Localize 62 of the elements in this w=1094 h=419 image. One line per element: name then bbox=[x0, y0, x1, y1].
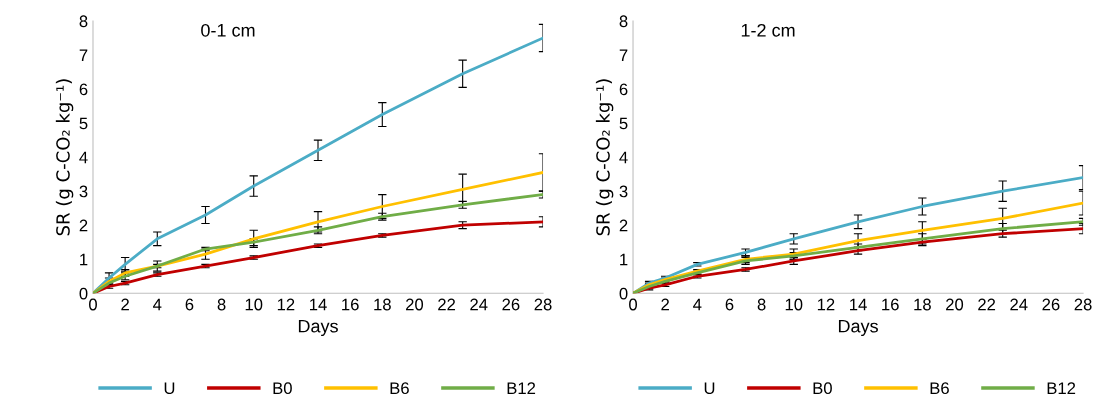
x-tick-label: 0 bbox=[629, 298, 638, 311]
legend-label: B12 bbox=[1047, 382, 1076, 394]
y-axis-title: SR (g C-CO₂ kg⁻¹) bbox=[55, 79, 74, 236]
y-tick-label: 1 bbox=[80, 253, 88, 266]
y-tick-label: 3 bbox=[79, 185, 88, 198]
y-tick-label: 5 bbox=[619, 117, 628, 130]
x-tick-label: 4 bbox=[153, 298, 162, 311]
x-tick-label: 14 bbox=[310, 298, 327, 311]
y-tick-label: 4 bbox=[619, 151, 628, 164]
x-tick-label: 18 bbox=[914, 298, 931, 311]
chart-title: 0-1 cm bbox=[201, 23, 255, 37]
x-tick-label: 28 bbox=[1074, 298, 1092, 311]
x-tick-label: 18 bbox=[374, 298, 391, 311]
legend-label: B0 bbox=[273, 382, 292, 395]
x-tick-label: 26 bbox=[502, 298, 520, 311]
x-tick-label: 8 bbox=[217, 298, 226, 311]
x-tick-label: 2 bbox=[121, 298, 129, 311]
y-axis-title: SR (g C-CO₂ kg⁻¹) bbox=[595, 79, 614, 236]
x-tick-label: 12 bbox=[817, 298, 835, 311]
x-tick-label: 24 bbox=[470, 298, 488, 311]
y-tick-label: 2 bbox=[79, 219, 88, 232]
x-tick-label: 22 bbox=[978, 298, 996, 311]
y-tick-label: 8 bbox=[619, 15, 628, 28]
y-tick-label: 0 bbox=[79, 287, 88, 300]
x-tick-label: 24 bbox=[1010, 298, 1028, 311]
x-tick-label: 6 bbox=[185, 298, 194, 311]
x-tick-label: 14 bbox=[850, 298, 867, 311]
y-tick-label: 6 bbox=[79, 83, 88, 96]
chart-title: 1-2 cm bbox=[741, 23, 795, 37]
x-axis-title: Days bbox=[298, 319, 338, 337]
y-tick-label: 0 bbox=[619, 287, 628, 300]
y-tick-label: 5 bbox=[79, 117, 88, 130]
x-tick-label: 12 bbox=[277, 298, 295, 311]
legend-label: U bbox=[164, 382, 175, 395]
y-tick-label: 2 bbox=[619, 219, 628, 232]
x-tick-label: 26 bbox=[1042, 298, 1060, 311]
x-tick-label: 8 bbox=[757, 298, 766, 311]
y-tick-label: 4 bbox=[79, 151, 88, 164]
x-tick-label: 4 bbox=[693, 298, 702, 311]
x-tick-label: 0 bbox=[89, 298, 97, 311]
legend-label: B0 bbox=[813, 382, 832, 395]
x-axis-title: Days bbox=[838, 319, 878, 337]
x-tick-label: 16 bbox=[342, 298, 359, 311]
legend-label: B6 bbox=[390, 382, 409, 395]
x-tick-label: 10 bbox=[785, 298, 803, 311]
y-tick-label: 8 bbox=[79, 15, 88, 28]
x-tick-label: 22 bbox=[438, 298, 456, 311]
legend-label: U bbox=[704, 382, 715, 395]
x-tick-label: 16 bbox=[882, 298, 899, 311]
x-tick-label: 28 bbox=[534, 298, 552, 311]
y-tick-label: 1 bbox=[620, 253, 628, 266]
x-tick-label: 6 bbox=[725, 298, 734, 311]
y-tick-label: 6 bbox=[619, 83, 628, 96]
y-tick-label: 7 bbox=[79, 49, 88, 62]
y-tick-label: 7 bbox=[619, 49, 628, 62]
x-tick-label: 20 bbox=[406, 298, 424, 311]
y-tick-label: 3 bbox=[619, 185, 628, 198]
x-tick-label: 10 bbox=[245, 298, 263, 311]
x-tick-label: 20 bbox=[946, 298, 964, 311]
x-tick-label: 2 bbox=[661, 298, 669, 311]
legend-label: B6 bbox=[930, 382, 949, 395]
legend-label: B12 bbox=[507, 382, 536, 394]
